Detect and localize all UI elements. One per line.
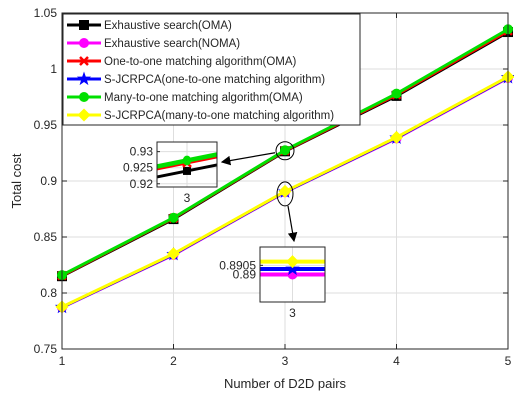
inset-y-tick-label: 0.925	[123, 161, 153, 175]
x-tick-label: 5	[505, 354, 512, 368]
legend-label: S-JCRPCA(many-to-one matching algorithm)	[104, 110, 334, 122]
x-tick-label: 2	[170, 354, 177, 368]
zoom-arrow	[287, 205, 298, 243]
x-tick-label: 4	[393, 354, 400, 368]
y-tick-label: 1	[50, 62, 57, 76]
legend-label: S-JCRPCA(one-to-one matching algorithm)	[104, 74, 325, 86]
legend-marker	[79, 38, 89, 48]
data-point	[390, 130, 403, 144]
y-tick-label: 1.05	[34, 6, 58, 20]
data-point	[280, 145, 290, 156]
x-tick-label: 3	[282, 354, 289, 368]
data-point	[167, 247, 180, 261]
data-point	[168, 212, 179, 223]
axis-ticks: 1 2 3 4 5 0.75 0.8 0.85 0.9 0.95 1 1.05	[34, 6, 512, 368]
y-tick-label: 0.9	[40, 174, 57, 188]
legend-marker	[77, 108, 91, 122]
zoom-circle	[276, 181, 294, 207]
x-tick-label: 1	[59, 354, 66, 368]
x-axis-title: Number of D2D pairs	[224, 376, 347, 391]
legend-marker	[76, 71, 92, 86]
data-point	[391, 88, 402, 99]
legend-label: Many-to-one matching algorithm(OMA)	[104, 92, 303, 104]
legend-label: Exhaustive search(NOMA)	[104, 38, 240, 50]
inset-x-tick-label: 3	[184, 191, 191, 205]
y-axis-title: Total cost	[9, 153, 24, 208]
legend-marker	[79, 92, 89, 102]
zoom-arrow	[220, 152, 276, 166]
y-tick-label: 0.85	[34, 230, 58, 244]
inset-x-tick-label: 3	[289, 306, 296, 320]
inset-y-tick-label: 0.93	[130, 145, 154, 159]
legend: Exhaustive search(OMA) Exhaustive search(…	[62, 13, 361, 126]
inset-y-tick-label: 0.89	[233, 268, 257, 282]
legend-label: Exhaustive search(OMA)	[104, 20, 232, 32]
legend-marker	[79, 20, 89, 30]
legend-marker	[79, 56, 89, 66]
zoom-circle	[275, 141, 295, 161]
inset-frame	[156, 141, 218, 188]
legend-box	[62, 13, 361, 126]
data-point	[278, 184, 292, 198]
inset-frame	[259, 246, 326, 303]
legend-label: One-to-one matching algorithm(OMA)	[104, 56, 297, 68]
series-lines	[54, 24, 514, 314]
y-tick-label: 0.95	[34, 118, 58, 132]
inset-data-point	[286, 255, 299, 269]
inset-data-point	[285, 261, 300, 276]
y-tick-label: 0.8	[40, 286, 57, 300]
zoom-inset: 0.93 0.925 0.92 3	[123, 141, 218, 205]
y-tick-label: 0.75	[34, 342, 58, 356]
inset-y-tick-label: 0.8905	[219, 258, 256, 272]
inset-data-point	[183, 166, 191, 175]
inset-data-point	[183, 155, 191, 164]
inset-y-tick-label: 0.92	[130, 177, 154, 191]
